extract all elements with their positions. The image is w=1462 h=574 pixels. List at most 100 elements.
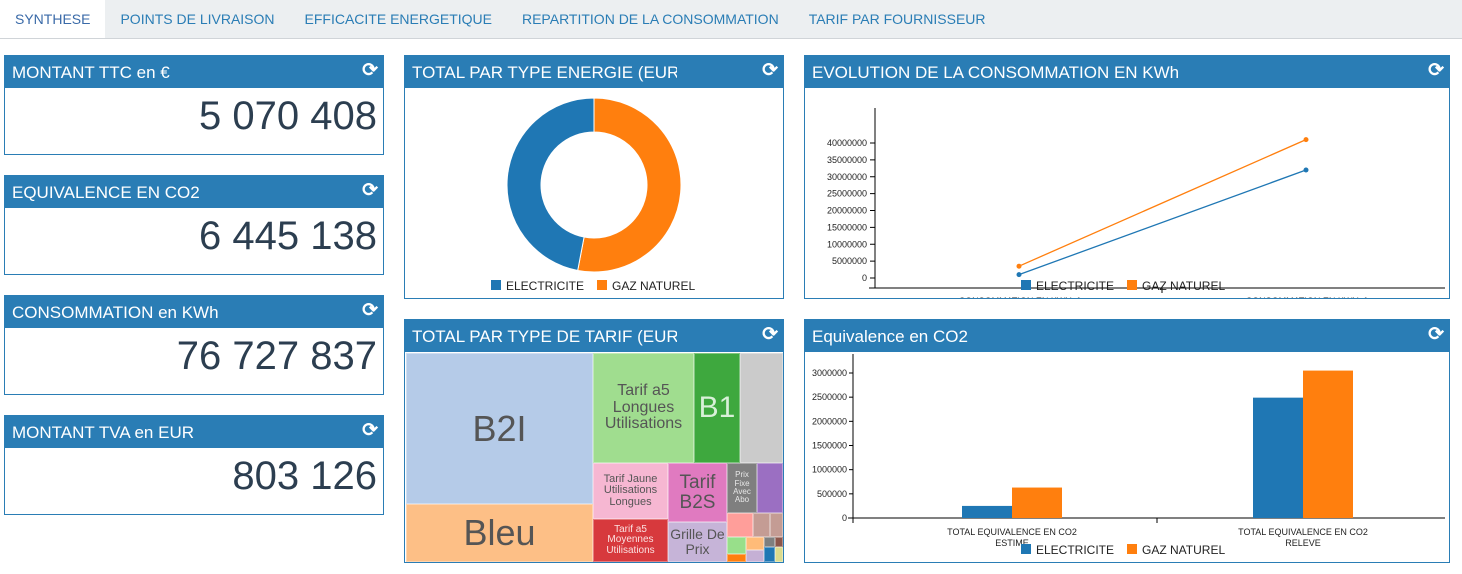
data-point [1016,263,1022,269]
panel-total-par-type-energie: TOTAL PAR TYPE ENERGIE (EUR ⟳ ELECTRICITE… [404,55,784,299]
refresh-icon[interactable]: ⟳ [362,180,378,201]
panel-header: EVOLUTION DE LA CONSOMMATION EN KWh ⟳ [805,56,1449,88]
refresh-icon[interactable]: ⟳ [362,420,378,441]
tab-bar: SYNTHESE POINTS DE LIVRAISON EFFICACITE EN… [0,0,1462,39]
panel-header: Equivalence en CO2 ⟳ [805,320,1449,352]
treemap-cell[interactable]: B2I [406,353,593,504]
refresh-icon[interactable]: ⟳ [362,60,378,81]
bar-gaz [1303,370,1353,518]
y-tick-label: 3000000 [812,368,847,378]
y-tick-label: 2000000 [812,416,847,426]
treemap-cell[interactable] [764,537,775,547]
data-point [1303,137,1309,143]
refresh-icon[interactable]: ⟳ [762,60,778,81]
kpi-title: MONTANT TVA en EUR [12,423,195,442]
treemap-cell[interactable] [775,547,783,562]
tab-efficacite-energetique[interactable]: EFFICACITE ENERGETIQUE [304,11,492,27]
treemap-cell[interactable]: Tarif Jaune Utilisations Longues [593,463,668,519]
refresh-icon[interactable]: ⟳ [762,324,778,345]
panel-header: EQUIVALENCE EN CO2 ⟳ [5,176,383,208]
legend-label-gaz: GAZ NATUREL [1142,279,1225,293]
panel-header: MONTANT TTC en € ⟳ [5,56,383,88]
legend-swatch-gaz [1127,280,1137,290]
kpi-panel: CONSOMMATION en KWh ⟳ 76 727 837 [4,295,384,395]
treemap-cell[interactable]: Grille De Prix [668,522,727,562]
kpi-title: CONSOMMATION en KWh [12,303,219,322]
tab-points-de-livraison[interactable]: POINTS DE LIVRAISON [120,11,275,27]
treemap-cell[interactable]: Prix Fixe Avec Abo [727,463,757,513]
y-tick-label: 1000000 [812,465,847,475]
y-tick-label: 10000000 [827,239,867,249]
kpi-title: MONTANT TTC en € [12,63,170,82]
panel-title: TOTAL PAR TYPE DE TARIF (EUR [412,327,677,346]
legend: ELECTRICITE GAZ NATUREL [1021,279,1225,293]
treemap-cell[interactable] [770,513,783,537]
legend-swatch-electricite [491,280,501,290]
legend-label-gaz: GAZ NATUREL [612,279,695,293]
tab-repartition-de-la-consommation[interactable]: REPARTITION DE LA CONSOMMATION [521,11,779,27]
treemap-cell[interactable] [775,537,783,547]
refresh-icon[interactable]: ⟳ [1428,60,1444,81]
treemap-cell[interactable]: Tarif a5 Moyennes Utilisations [593,519,668,562]
y-tick-label: 15000000 [827,222,867,232]
pie-slice-gaz [577,97,682,273]
donut-chart: ELECTRICITE GAZ NATUREL [491,97,695,293]
panel-header: MONTANT TVA en EUR ⟳ [5,416,383,448]
legend-swatch-gaz [1127,544,1137,554]
kpi-value: 803 126 [232,454,377,498]
bar-electricite [1253,397,1303,518]
treemap-cell[interactable] [746,537,764,550]
panel-header: CONSOMMATION en KWh ⟳ [5,296,383,328]
legend-label-electricite: ELECTRICITE [506,279,584,293]
x-tick-label: RELEVE [1285,538,1321,548]
treemap-cell[interactable] [727,513,753,537]
series-line-electricite [1018,169,1307,276]
legend-label-gaz: GAZ NATUREL [1142,543,1225,557]
legend-swatch-gaz [597,280,607,290]
panel-header: TOTAL PAR TYPE DE TARIF (EUR ⟳ [405,320,783,352]
y-tick-label: 25000000 [827,189,867,199]
bar-gaz [1012,487,1062,518]
treemap-cell[interactable]: Tarif a5 Longues Utilisations [593,353,694,463]
data-point [1016,272,1022,278]
treemap-cell[interactable] [740,353,783,463]
treemap-cell[interactable]: Bleu [406,504,593,562]
y-tick-label: 20000000 [827,206,867,216]
y-tick-label: 40000000 [827,138,867,148]
pie-slice-electricite [506,97,595,272]
treemap: B2I Bleu Tarif a5 Longues Utilisations B1 Ta… [406,352,783,562]
treemap-cell[interactable] [727,554,746,562]
bar-electricite [962,505,1012,518]
legend: ELECTRICITE GAZ NATUREL [1021,543,1225,557]
y-tick-label: 0 [842,513,847,523]
legend-label-electricite: ELECTRICITE [1036,279,1114,293]
treemap-cell[interactable]: B1 [694,353,740,463]
treemap-cell[interactable] [757,463,783,513]
treemap-cell[interactable] [753,513,770,537]
y-tick-label: 5000000 [832,256,867,266]
y-tick-label: 2500000 [812,392,847,402]
refresh-icon[interactable]: ⟳ [362,300,378,321]
panel-title: Equivalence en CO2 [812,327,968,346]
refresh-icon[interactable]: ⟳ [1428,324,1444,345]
treemap-cell[interactable]: Tarif B2S [668,463,727,522]
tab-synthese[interactable]: SYNTHESE [0,0,106,38]
y-tick-label: 0 [862,273,867,283]
kpi-value: 76 727 837 [176,334,377,378]
treemap-cell[interactable] [746,550,764,562]
kpi-panel: MONTANT TVA en EUR ⟳ 803 126 [4,415,384,515]
treemap-cell[interactable] [764,547,775,562]
kpi-value: 5 070 408 [199,94,377,138]
kpi-panel: EQUIVALENCE EN CO2 ⟳ 6 445 138 [4,175,384,275]
panel-total-par-type-tarif: TOTAL PAR TYPE DE TARIF (EUR ⟳ B2I Bleu Tar… [404,319,784,563]
panel-header: TOTAL PAR TYPE ENERGIE (EUR ⟳ [405,56,783,88]
legend-swatch-electricite [1021,280,1031,290]
y-tick-label: 1500000 [812,441,847,451]
x-tick-label: ESTIME [995,538,1029,548]
y-tick-label: 30000000 [827,172,867,182]
treemap-cell[interactable] [727,537,746,554]
line-chart: 0 5000000 10000000 15000000 20000000 25000000… [827,108,1445,326]
legend: ELECTRICITE GAZ NATUREL [491,279,695,293]
tab-tarif-par-fournisseur[interactable]: TARIF PAR FOURNISSEUR [808,11,986,27]
bar-chart: 0 500000 1000000 1500000 2000000 2500000 30000… [812,354,1445,557]
